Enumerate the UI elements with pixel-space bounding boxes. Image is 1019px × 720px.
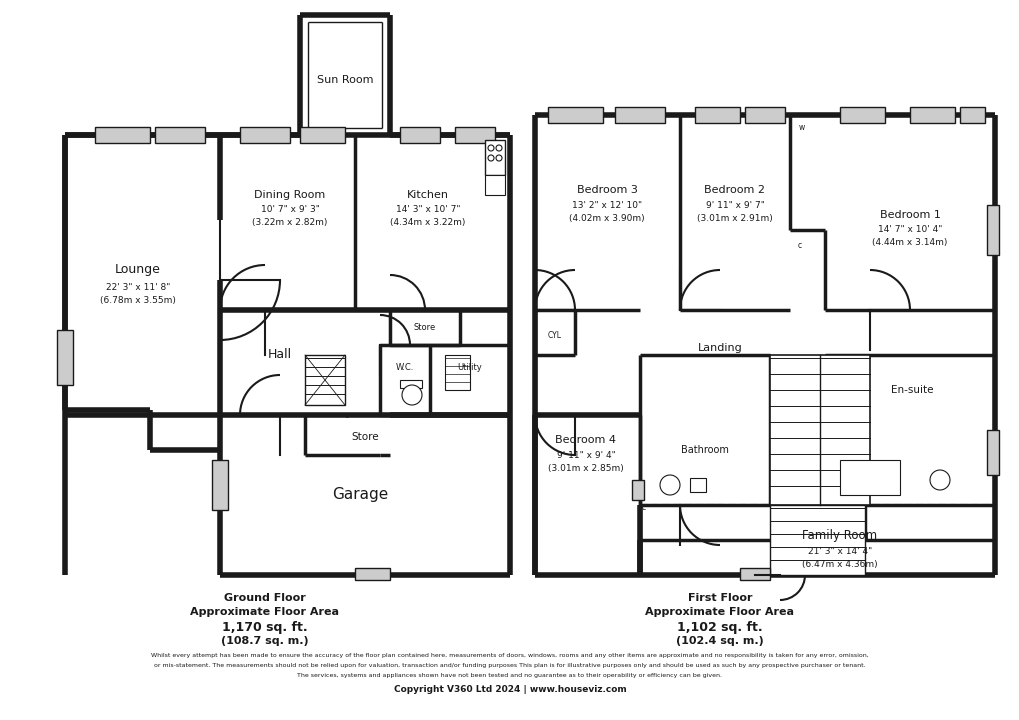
Text: (4.02m x 3.90m): (4.02m x 3.90m) bbox=[569, 214, 644, 222]
Circle shape bbox=[495, 145, 501, 151]
Text: Landing: Landing bbox=[697, 343, 742, 353]
Text: 14' 7" x 10' 4": 14' 7" x 10' 4" bbox=[877, 225, 942, 235]
Bar bbox=[454, 127, 494, 143]
Text: Whilst every attempt has been made to ensure the accuracy of the floor plan cont: Whilst every attempt has been made to en… bbox=[151, 652, 868, 657]
Bar bbox=[959, 107, 984, 123]
Text: The services, systems and appliances shown have not been tested and no guarantee: The services, systems and appliances sho… bbox=[298, 672, 721, 678]
Text: c: c bbox=[797, 240, 801, 250]
Circle shape bbox=[659, 475, 680, 495]
Text: Copyright V360 Ltd 2024 | www.houseviz.com: Copyright V360 Ltd 2024 | www.houseviz.c… bbox=[393, 685, 626, 695]
Bar bbox=[355, 568, 389, 580]
Text: 9' 11" x 9' 7": 9' 11" x 9' 7" bbox=[705, 200, 763, 210]
Bar bbox=[840, 460, 899, 495]
Bar bbox=[744, 107, 785, 123]
Text: (3.01m x 2.91m): (3.01m x 2.91m) bbox=[696, 214, 772, 222]
Text: c: c bbox=[641, 503, 645, 513]
Bar bbox=[840, 107, 884, 123]
Bar bbox=[614, 107, 664, 123]
Text: Ground Floor: Ground Floor bbox=[224, 593, 306, 603]
Bar bbox=[399, 127, 439, 143]
Text: Lounge: Lounge bbox=[115, 264, 161, 276]
Circle shape bbox=[487, 145, 493, 151]
Text: 13' 2" x 12' 10": 13' 2" x 12' 10" bbox=[572, 200, 641, 210]
Text: Store: Store bbox=[351, 432, 378, 442]
Bar bbox=[57, 330, 73, 385]
Bar bbox=[689, 478, 705, 492]
Text: (3.01m x 2.85m): (3.01m x 2.85m) bbox=[547, 464, 624, 472]
Bar bbox=[769, 505, 864, 575]
Text: 1,170 sq. ft.: 1,170 sq. ft. bbox=[222, 621, 308, 634]
Text: Kitchen: Kitchen bbox=[407, 190, 448, 200]
Circle shape bbox=[401, 385, 422, 405]
Bar bbox=[769, 355, 869, 505]
Text: Store: Store bbox=[414, 323, 436, 333]
Bar bbox=[239, 127, 289, 143]
Text: Garage: Garage bbox=[331, 487, 388, 503]
Text: (102.4 sq. m.): (102.4 sq. m.) bbox=[676, 636, 763, 646]
Bar bbox=[444, 355, 470, 390]
Bar bbox=[739, 568, 769, 580]
Text: or mis-statement. The measurements should not be relied upon for valuation, tran: or mis-statement. The measurements shoul… bbox=[154, 662, 865, 667]
Text: Utility: Utility bbox=[458, 364, 482, 372]
Text: Sun Room: Sun Room bbox=[317, 75, 373, 85]
Text: 14' 3" x 10' 7": 14' 3" x 10' 7" bbox=[395, 205, 460, 215]
Text: Bedroom 4: Bedroom 4 bbox=[555, 435, 615, 445]
Text: (4.44m x 3.14m): (4.44m x 3.14m) bbox=[871, 238, 947, 248]
Bar bbox=[305, 355, 344, 405]
Text: 9' 11" x 9' 4": 9' 11" x 9' 4" bbox=[556, 451, 614, 459]
Text: 10' 7" x 9' 3": 10' 7" x 9' 3" bbox=[260, 205, 319, 215]
Text: W.C.: W.C. bbox=[395, 364, 414, 372]
Text: (3.22m x 2.82m): (3.22m x 2.82m) bbox=[252, 218, 327, 228]
Circle shape bbox=[495, 155, 501, 161]
Text: Bathroom: Bathroom bbox=[681, 445, 729, 455]
Bar bbox=[632, 480, 643, 500]
Bar bbox=[986, 205, 998, 255]
Text: (6.47m x 4.36m): (6.47m x 4.36m) bbox=[801, 559, 877, 569]
Bar bbox=[300, 127, 344, 143]
Bar bbox=[484, 175, 504, 195]
Text: 1,102 sq. ft.: 1,102 sq. ft. bbox=[677, 621, 762, 634]
Bar bbox=[909, 107, 954, 123]
Text: (4.34m x 3.22m): (4.34m x 3.22m) bbox=[390, 218, 466, 228]
Text: 22' 3" x 11' 8": 22' 3" x 11' 8" bbox=[106, 284, 170, 292]
Text: Bedroom 2: Bedroom 2 bbox=[704, 185, 764, 195]
Circle shape bbox=[929, 470, 949, 490]
Text: (6.78m x 3.55m): (6.78m x 3.55m) bbox=[100, 297, 175, 305]
Bar bbox=[212, 460, 228, 510]
Text: Bedroom 3: Bedroom 3 bbox=[576, 185, 637, 195]
Text: 21' 3" x 14' 4": 21' 3" x 14' 4" bbox=[807, 546, 871, 556]
Text: Dining Room: Dining Room bbox=[254, 190, 325, 200]
Circle shape bbox=[487, 155, 493, 161]
Bar bbox=[95, 127, 150, 143]
Text: Approximate Floor Area: Approximate Floor Area bbox=[645, 607, 794, 617]
Bar bbox=[155, 127, 205, 143]
Text: c: c bbox=[344, 410, 348, 420]
Text: Approximate Floor Area: Approximate Floor Area bbox=[191, 607, 339, 617]
Bar bbox=[547, 107, 602, 123]
Text: Hall: Hall bbox=[268, 348, 291, 361]
Text: w: w bbox=[798, 124, 804, 132]
Text: Family Room: Family Room bbox=[802, 528, 876, 541]
Bar bbox=[694, 107, 739, 123]
Bar bbox=[399, 380, 422, 388]
Text: First Floor: First Floor bbox=[687, 593, 752, 603]
Text: (108.7 sq. m.): (108.7 sq. m.) bbox=[221, 636, 309, 646]
Bar bbox=[986, 430, 998, 475]
Text: En-suite: En-suite bbox=[890, 385, 932, 395]
Bar bbox=[484, 140, 504, 175]
Text: Bedroom 1: Bedroom 1 bbox=[878, 210, 940, 220]
Text: CYL: CYL bbox=[547, 330, 561, 340]
